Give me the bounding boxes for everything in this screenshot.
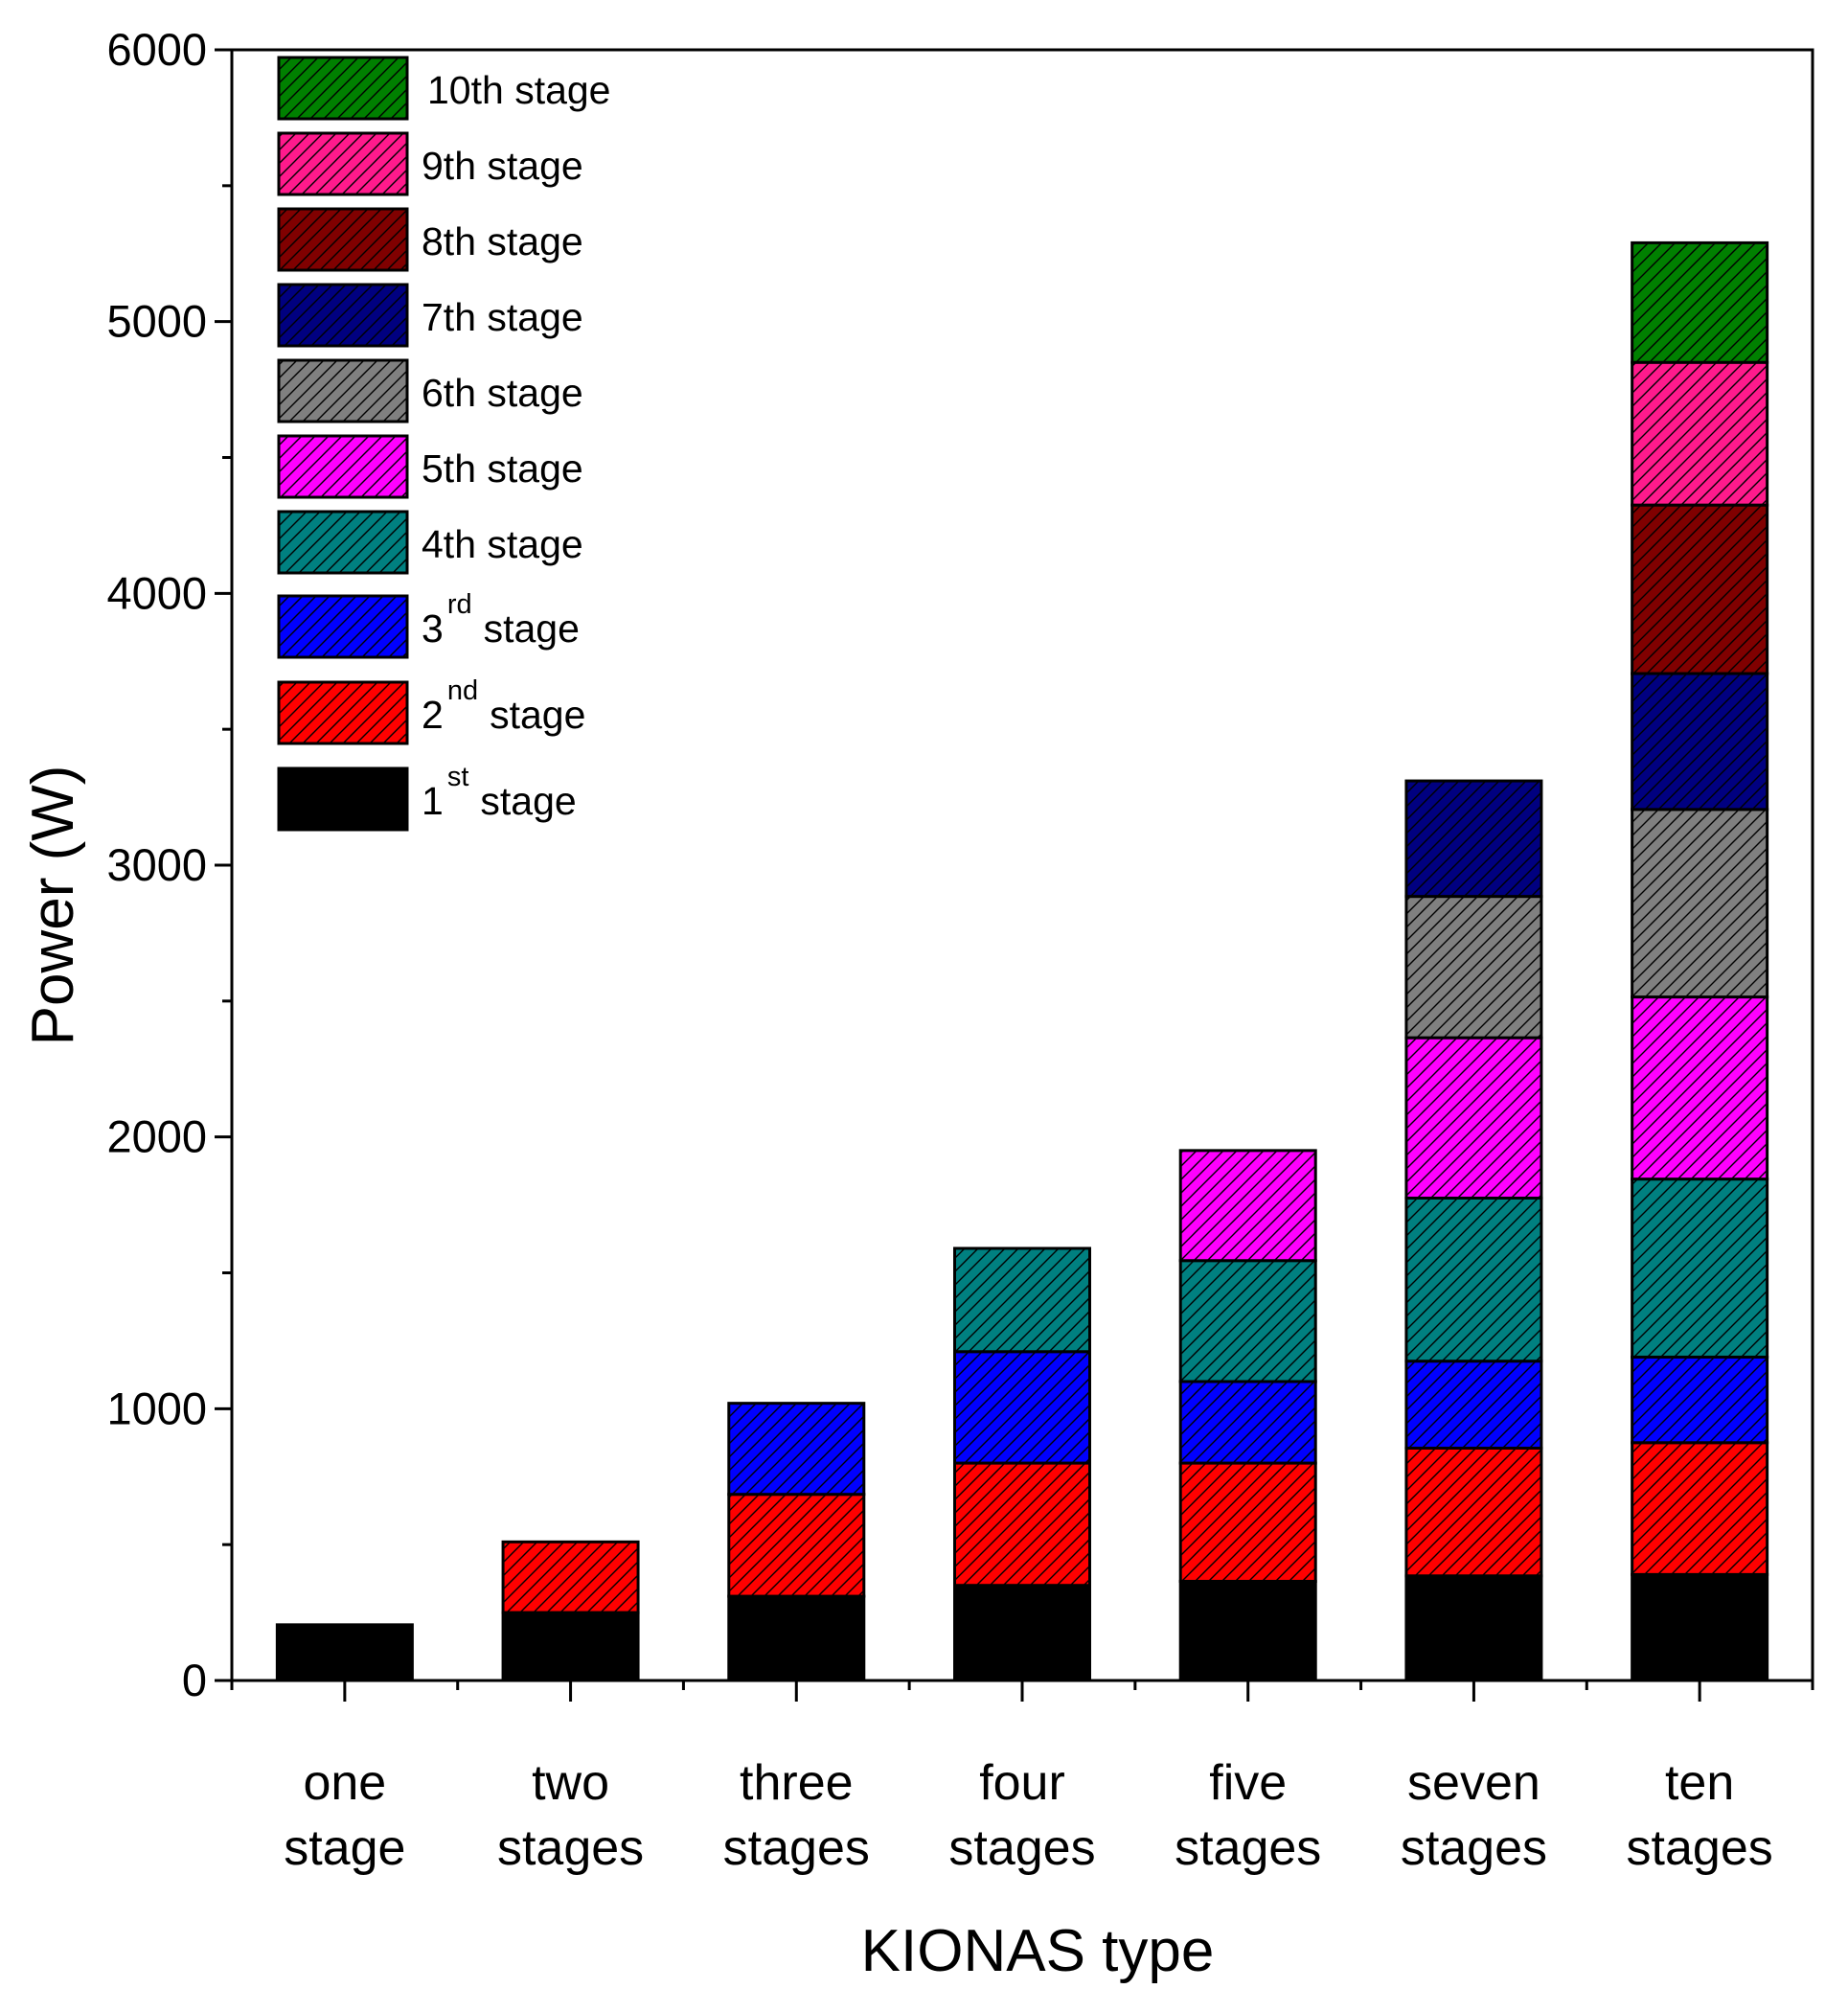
legend-label-suffix: stage — [480, 779, 576, 823]
bar-segment — [501, 1611, 640, 1682]
legend-label: 2ndstage — [422, 675, 585, 737]
y-axis-title: Power (W) — [20, 766, 86, 1046]
bar-segment — [727, 1493, 866, 1598]
legend-label: 3rdstage — [422, 589, 580, 651]
legend-label: 10th stage — [427, 68, 611, 112]
legend-label: 5th stage — [422, 446, 583, 491]
legend-swatch — [277, 594, 409, 659]
legend-swatch — [277, 207, 409, 272]
legend-label-sup: nd — [447, 675, 478, 706]
legend-label-sup: rd — [447, 589, 472, 620]
bar-segment — [1178, 1380, 1317, 1465]
x-tick-label: ten — [1665, 1755, 1734, 1811]
bar-segment — [727, 1402, 866, 1497]
y-tick-label: 0 — [182, 1655, 207, 1705]
bar-segment — [1404, 1360, 1543, 1450]
bar-segment — [1631, 360, 1769, 507]
bar-segment — [1631, 995, 1769, 1181]
bars — [275, 240, 1769, 1682]
legend-label: 8th stage — [422, 219, 583, 263]
legend-label: 1ststage — [422, 762, 577, 823]
bar-segment — [1631, 1572, 1769, 1682]
legend-swatch — [277, 680, 409, 745]
legend-swatch — [277, 283, 409, 348]
y-tick-label: 4000 — [106, 567, 207, 618]
bar-segment — [1631, 1355, 1769, 1445]
y-tick-label: 5000 — [106, 296, 207, 347]
legend-label-base: 2 — [422, 693, 444, 737]
legend-label-sup: st — [447, 762, 469, 792]
bar-segment — [1631, 672, 1769, 812]
bar-segment — [1404, 1574, 1543, 1682]
legend-label-suffix: stage — [490, 693, 585, 737]
legend: 10th stage 9th stage 8th stage 7th stage 6th… — [277, 56, 611, 832]
bar-segment — [1178, 1579, 1317, 1682]
bar-segment — [953, 1461, 1091, 1588]
bar-segment — [953, 1584, 1091, 1682]
x-tick-label: stages — [1401, 1820, 1547, 1876]
bar-segment — [727, 1594, 866, 1682]
legend-swatch — [277, 510, 409, 575]
legend-swatch — [277, 434, 409, 499]
bar-segment — [1631, 808, 1769, 999]
legend-label: 4th stage — [422, 522, 583, 566]
x-tick-label: stages — [497, 1820, 644, 1876]
legend-label-base: 10th stage — [427, 68, 611, 112]
legend-swatch — [277, 131, 409, 196]
bar-segment — [953, 1350, 1091, 1465]
bar-segment — [1404, 1196, 1543, 1363]
x-tick-label: three — [740, 1755, 854, 1811]
axes: 0 1000 2000 3000 4000 5000 6000 one stage two stag… — [106, 24, 1814, 1876]
legend-label: 7th stage — [422, 295, 583, 339]
x-tick-label: stages — [1627, 1820, 1773, 1876]
legend-label-base: 1 — [422, 779, 444, 823]
bar-segment — [1404, 1446, 1543, 1578]
bar-segment — [1404, 895, 1543, 1040]
bar-segment — [1178, 1149, 1317, 1263]
x-tick-label: seven — [1407, 1755, 1540, 1811]
x-tick-label: stages — [723, 1820, 870, 1876]
y-tick-label: 1000 — [106, 1383, 207, 1433]
x-tick-label: one — [303, 1755, 386, 1811]
x-tick-label: stages — [948, 1820, 1095, 1876]
legend-swatch — [277, 358, 409, 423]
legend-label-base: 5th stage — [422, 446, 583, 491]
bar-segment — [1178, 1259, 1317, 1383]
y-tick-label: 3000 — [106, 839, 207, 890]
bar-segment — [1631, 1177, 1769, 1359]
bar-segment — [1631, 240, 1769, 364]
x-tick-label: five — [1209, 1755, 1287, 1811]
x-tick-label: stages — [1175, 1820, 1321, 1876]
legend-label-base: 3 — [422, 606, 444, 651]
bar-segment — [1631, 503, 1769, 675]
legend-label-base: 9th stage — [422, 144, 583, 188]
legend-swatch — [277, 766, 409, 832]
legend-label: 9th stage — [422, 144, 583, 188]
bar-segment — [275, 1623, 414, 1682]
legend-label-base: 7th stage — [422, 295, 583, 339]
legend-label-base: 8th stage — [422, 219, 583, 263]
bar-segment — [1404, 779, 1543, 899]
legend-swatch — [277, 56, 409, 121]
y-tick-label: 2000 — [106, 1111, 207, 1162]
y-tick-label: 6000 — [106, 24, 207, 75]
bar-segment — [1404, 1036, 1543, 1200]
x-tick-label: two — [532, 1755, 609, 1811]
legend-label-base: 6th stage — [422, 371, 583, 415]
x-tick-label: four — [979, 1755, 1065, 1811]
x-axis-title: KIONAS type — [861, 1918, 1215, 1984]
legend-label-suffix: stage — [484, 606, 580, 651]
bar-segment — [953, 1246, 1091, 1354]
bar-segment — [1631, 1441, 1769, 1576]
legend-label: 6th stage — [422, 371, 583, 415]
bar-segment — [1178, 1461, 1317, 1583]
legend-label-base: 4th stage — [422, 522, 583, 566]
bar-segment — [501, 1540, 640, 1614]
x-tick-label: stage — [284, 1820, 405, 1876]
